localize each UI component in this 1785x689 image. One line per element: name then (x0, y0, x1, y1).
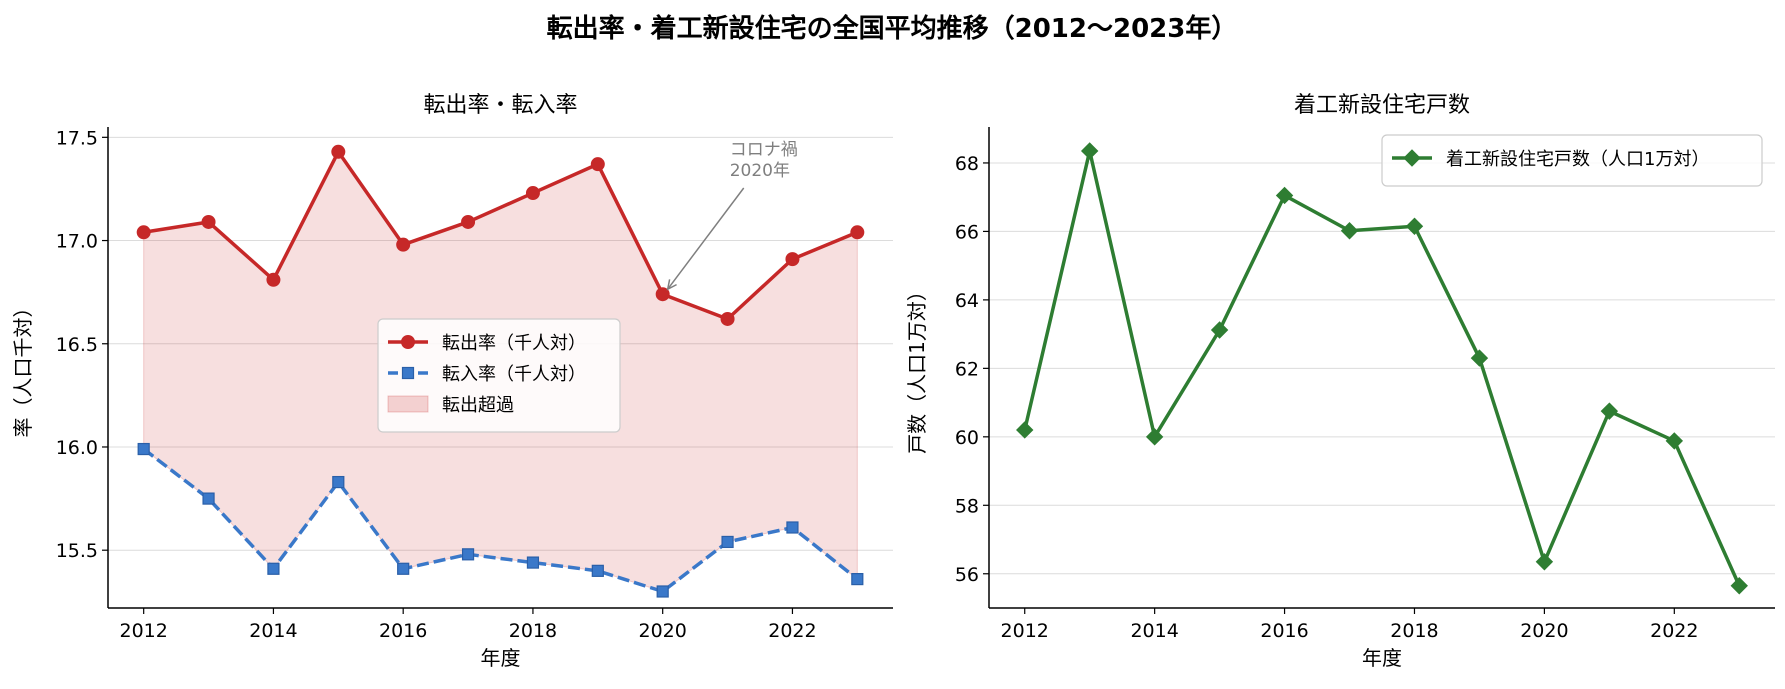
x-tick-label: 2022 (1650, 620, 1698, 642)
y-axis-label: 戸数（人口1万対） (905, 281, 929, 454)
data-point (785, 252, 800, 267)
data-point (461, 214, 476, 229)
data-point (1535, 553, 1554, 571)
annotation-text-line1: コロナ禍 (730, 140, 798, 160)
y-tick-label: 62 (955, 358, 979, 380)
y-tick-label: 58 (955, 495, 979, 517)
data-point (136, 225, 151, 240)
panel-title: 着工新設住宅戸数 (1294, 93, 1470, 118)
x-tick-label: 2016 (1260, 620, 1308, 642)
x-tick-label: 2012 (120, 620, 168, 642)
data-point (1210, 321, 1229, 339)
x-tick-label: 2018 (1390, 620, 1438, 642)
legend-label: 着工新設住宅戸数（人口1万対） (1446, 149, 1709, 170)
data-point (1080, 142, 1099, 160)
x-tick-label: 2014 (1130, 620, 1178, 642)
series-line (142, 447, 859, 594)
y-tick-label: 16.5 (56, 334, 98, 356)
legend-label: 転入率（千人対） (442, 364, 586, 385)
data-point (850, 225, 865, 240)
x-tick-label: 2012 (1001, 620, 1049, 642)
data-point (1275, 186, 1294, 205)
data-point (1600, 402, 1619, 420)
data-point (851, 572, 864, 586)
legend-label: 転出率（千人対） (442, 333, 586, 354)
arrow-head (666, 279, 677, 291)
data-point (526, 556, 540, 569)
legend-marker (1403, 149, 1421, 167)
x-tick-label: 2016 (379, 620, 427, 642)
data-point (461, 548, 475, 561)
legend-marker (401, 366, 415, 380)
legend-box (1381, 134, 1763, 187)
y-tick-label: 66 (955, 221, 979, 243)
legend-box (377, 318, 621, 433)
y-tick-label: 64 (955, 290, 979, 312)
x-tick-label: 2018 (509, 620, 557, 642)
y-tick-label: 17.5 (56, 127, 98, 149)
panel-title: 転出率・転入率 (423, 93, 577, 118)
data-point (591, 564, 604, 577)
right-panel: 56 58 60 62 64 66 68 2012 2014 2016 2018 2020 2022 着工… (905, 93, 1775, 670)
data-point (786, 521, 799, 534)
y-tick-label: 16.0 (56, 437, 98, 459)
data-point (590, 157, 605, 172)
y-axis-label: 率（人口千対） (11, 298, 35, 438)
y-tick-label: 15.5 (56, 540, 98, 562)
annotation-arrow (667, 187, 745, 290)
series-line (1023, 149, 1741, 587)
data-point (656, 585, 669, 598)
x-tick-label: 2014 (249, 620, 297, 642)
data-point (1405, 217, 1424, 235)
y-tick-label: 68 (955, 153, 979, 175)
data-point (1340, 222, 1359, 240)
y-tick-label: 60 (955, 427, 979, 449)
data-point (655, 287, 670, 302)
legend-label: 転出超過 (442, 395, 514, 416)
data-point (202, 492, 215, 505)
data-point (1470, 349, 1489, 367)
data-point (721, 535, 734, 549)
y-tick-label: 56 (955, 564, 979, 586)
x-axis-label: 年度 (481, 646, 521, 670)
data-point (266, 272, 281, 287)
data-point (201, 214, 216, 229)
data-point (332, 475, 345, 489)
x-tick-label: 2020 (639, 620, 687, 642)
x-tick-label: 2020 (1520, 620, 1568, 642)
data-point (396, 237, 411, 252)
data-point (720, 311, 735, 326)
data-point (1145, 428, 1164, 446)
data-point (267, 562, 280, 575)
x-axis-label: 年度 (1362, 646, 1402, 670)
data-point (525, 186, 540, 201)
legend-marker (401, 335, 415, 349)
data-point (137, 442, 150, 456)
series-line (143, 150, 858, 321)
x-tick-label: 2022 (768, 620, 816, 642)
data-point (397, 562, 410, 575)
data-point (1016, 421, 1034, 439)
figure-title: 転出率・着工新設住宅の全国平均推移（2012〜2023年） (547, 13, 1238, 44)
annotation-text-line2: 2020年 (730, 161, 790, 181)
data-point (1665, 432, 1684, 450)
y-tick-label: 17.0 (56, 231, 98, 253)
legend-fill-swatch (387, 395, 429, 413)
data-point (331, 144, 346, 159)
data-point (1730, 577, 1748, 595)
